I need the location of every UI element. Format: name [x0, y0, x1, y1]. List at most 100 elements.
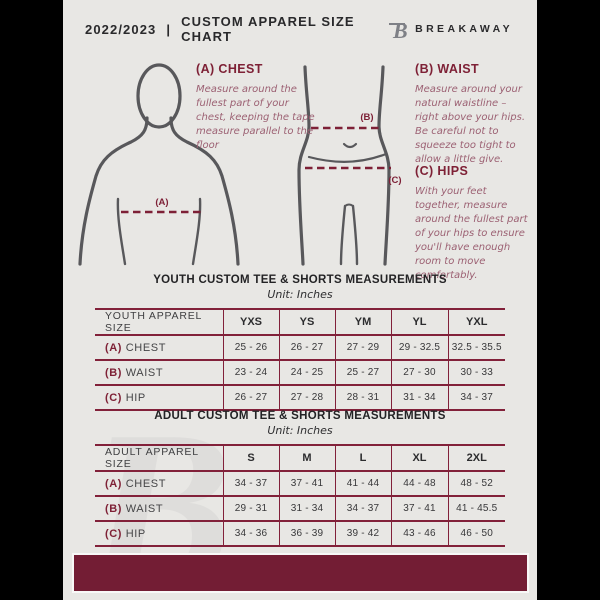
waist-marker-label: (B)	[360, 112, 373, 123]
row-label: (B) WAIST	[95, 360, 223, 385]
measurement-value: 34 - 36	[222, 521, 279, 546]
youth-table-title: YOUTH CUSTOM TEE & SHORTS MEASUREMENTS	[153, 274, 447, 286]
measurement-value: 26 - 27	[278, 335, 335, 360]
content-column: B 2022/2023 | CUSTOM APPAREL SIZE CHART …	[63, 0, 537, 600]
breakaway-logo-icon: B	[389, 18, 408, 41]
measurement-value: 27 - 28	[278, 385, 335, 410]
measurement-value: 32.5 - 35.5	[447, 335, 505, 360]
youth-size-table: YOUTH APPAREL SIZE YXS YS YM YL YXL (A) …	[95, 308, 505, 411]
row-label-text: HIP	[125, 527, 146, 540]
title-divider: |	[166, 21, 172, 37]
measurement-value: 41 - 44	[334, 471, 391, 496]
measurement-value: 39 - 42	[334, 521, 391, 546]
adult-chest-row: (A) CHEST 34 - 37 37 - 41 41 - 44 44 - 4…	[95, 471, 505, 496]
adult-hip-row: (C) HIP 34 - 36 36 - 39 39 - 42 43 - 46 …	[95, 521, 505, 546]
measurement-value: 48 - 52	[447, 471, 505, 496]
row-key: (B)	[105, 502, 123, 515]
adult-header-row: ADULT APPAREL SIZE S M L XL 2XL	[95, 445, 505, 471]
measurement-value: 43 - 46	[390, 521, 448, 546]
measurement-value: 24 - 25	[278, 360, 335, 385]
youth-size-column-label: YOUTH APPAREL SIZE	[105, 310, 202, 334]
size-header: L	[334, 445, 391, 471]
chest-marker-label: (A)	[155, 197, 168, 208]
lower-body-diagram: (B) (C)	[297, 65, 402, 266]
measurement-value: 28 - 31	[334, 385, 391, 410]
hips-guide: (C) HIPS With your feet together, measur…	[415, 164, 533, 283]
size-header: M	[278, 445, 335, 471]
footer-bar	[72, 553, 529, 593]
head-outline	[136, 63, 182, 129]
chest-guide-heading: (A) CHEST	[196, 62, 263, 76]
size-header: 2XL	[447, 445, 505, 471]
youth-header-row: YOUTH APPAREL SIZE YXS YS YM YL YXL	[95, 309, 505, 335]
size-header: YXL	[447, 309, 505, 335]
measurement-value: 27 - 29	[334, 335, 391, 360]
measurement-value: 34 - 37	[447, 385, 505, 410]
row-key: (B)	[105, 366, 123, 379]
waist-guide-text: Measure around your natural waistline – …	[415, 84, 526, 165]
adult-table-title: ADULT CUSTOM TEE & SHORTS MEASUREMENTS	[154, 410, 446, 422]
youth-table-unit: Unit: Inches	[267, 288, 333, 301]
measurement-value: 31 - 34	[278, 496, 335, 521]
row-label-text: HIP	[125, 391, 146, 404]
hips-guide-text: With your feet together, measure around …	[415, 186, 528, 281]
navel-mark	[342, 142, 358, 149]
measurement-value: 26 - 27	[222, 385, 279, 410]
youth-chest-row: (A) CHEST 25 - 26 26 - 27 27 - 29 29 - 3…	[95, 335, 505, 360]
measurement-value: 27 - 30	[390, 360, 448, 385]
page-header: 2022/2023 | CUSTOM APPAREL SIZE CHART B …	[85, 14, 513, 44]
measurement-value: 36 - 39	[278, 521, 335, 546]
waist-guide: (B) WAIST Measure around your natural wa…	[415, 62, 531, 167]
adult-size-column-label: ADULT APPAREL SIZE	[105, 446, 199, 470]
adult-size-table: ADULT APPAREL SIZE S M L XL 2XL (A) CHES…	[95, 444, 505, 547]
youth-size-section: YOUTH CUSTOM TEE & SHORTS MEASUREMENTS U…	[63, 274, 537, 411]
row-key: (A)	[105, 341, 123, 354]
logo-letter: B	[392, 18, 408, 41]
size-header: YL	[390, 309, 448, 335]
measurement-value: 37 - 41	[390, 496, 448, 521]
size-header: YS	[278, 309, 335, 335]
row-label: (A) CHEST	[95, 471, 223, 496]
measurement-value: 41 - 45.5	[447, 496, 505, 521]
measurement-value: 31 - 34	[390, 385, 448, 410]
row-label: (B) WAIST	[95, 496, 223, 521]
row-label: (C) HIP	[95, 521, 223, 546]
adult-waist-row: (B) WAIST 29 - 31 31 - 34 34 - 37 37 - 4…	[95, 496, 505, 521]
row-key: (C)	[105, 527, 123, 540]
season-label: 2022/2023	[85, 21, 157, 37]
row-key: (C)	[105, 391, 123, 404]
measurement-value: 37 - 41	[278, 471, 335, 496]
row-label-text: CHEST	[125, 341, 167, 354]
row-label-text: CHEST	[125, 477, 167, 490]
torso-diagram: (A)	[78, 63, 240, 266]
row-label-text: WAIST	[125, 366, 164, 379]
chart-title: CUSTOM APPAREL SIZE CHART	[181, 14, 355, 44]
adult-table-unit: Unit: Inches	[267, 424, 333, 437]
youth-hip-row: (C) HIP 26 - 27 27 - 28 28 - 31 31 - 34 …	[95, 385, 505, 410]
adult-size-section: ADULT CUSTOM TEE & SHORTS MEASUREMENTS U…	[63, 410, 537, 547]
brand-name: BREAKAWAY	[415, 23, 513, 35]
size-header: XL	[390, 445, 448, 471]
hip-crease-line	[307, 152, 388, 163]
page-title: 2022/2023 | CUSTOM APPAREL SIZE CHART	[85, 14, 386, 44]
size-header: S	[222, 445, 279, 471]
hips-marker-label: (C)	[388, 175, 401, 186]
measurement-value: 44 - 48	[390, 471, 448, 496]
row-key: (A)	[105, 477, 123, 490]
waist-guide-heading: (B) WAIST	[415, 62, 480, 76]
row-label: (C) HIP	[95, 385, 223, 410]
size-header: YM	[334, 309, 391, 335]
brand-block: B BREAKAWAY	[386, 17, 513, 41]
youth-waist-row: (B) WAIST 23 - 24 24 - 25 25 - 27 27 - 3…	[95, 360, 505, 385]
size-header: YXS	[222, 309, 279, 335]
measurement-value: 29 - 31	[222, 496, 279, 521]
measurement-value: 34 - 37	[222, 471, 279, 496]
measurement-value: 29 - 32.5	[390, 335, 448, 360]
measurement-value: 46 - 50	[447, 521, 505, 546]
measurement-value: 34 - 37	[334, 496, 391, 521]
chest-guide-text: Measure around the fullest part of your …	[196, 84, 315, 151]
measurement-value: 25 - 26	[222, 335, 279, 360]
chest-guide: (A) CHEST Measure around the fullest par…	[196, 62, 318, 153]
row-label-text: WAIST	[125, 502, 164, 515]
